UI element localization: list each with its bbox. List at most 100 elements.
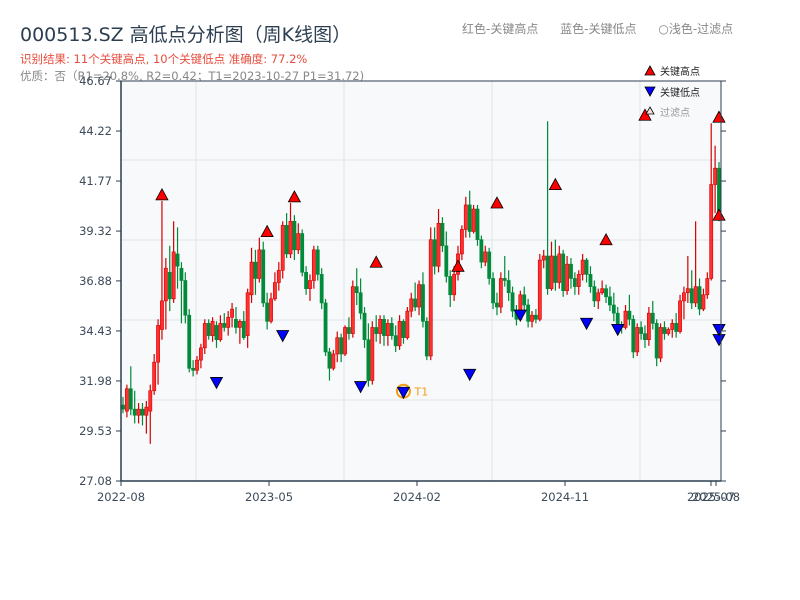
pivot-markers: T1 <box>155 108 726 400</box>
candle-body <box>343 327 347 355</box>
candle-body <box>124 388 129 412</box>
candle-body <box>374 327 379 334</box>
y-tick-label: 44.22 <box>79 124 112 138</box>
candle-body <box>389 323 394 336</box>
candle-body <box>467 204 472 232</box>
legend-low-label: 关键低点 <box>660 86 700 99</box>
candle-body <box>569 263 573 279</box>
candle-body <box>557 253 562 283</box>
candle-body <box>685 288 690 294</box>
candle-body <box>678 300 682 332</box>
candle-body <box>717 167 721 214</box>
candle-body <box>354 286 359 294</box>
candle-body <box>526 304 531 322</box>
y-tick-label: 41.77 <box>79 174 112 188</box>
candle-body <box>666 329 671 334</box>
candle-body <box>444 245 449 277</box>
y-tick-label: 29.53 <box>79 424 112 438</box>
candle-body <box>292 220 297 251</box>
candle-body <box>604 288 608 298</box>
key-low-marker-icon <box>579 317 594 331</box>
candle-body <box>436 223 441 267</box>
result-summary: 识别结果: 11个关键高点, 10个关键低点 准确度: 77.2% <box>20 52 308 66</box>
candle-body <box>463 204 468 230</box>
key-low-marker-icon <box>276 330 290 343</box>
candle-body <box>234 318 238 328</box>
candle-body <box>163 267 168 302</box>
candle-body <box>300 233 305 273</box>
candle-body <box>401 321 406 338</box>
candle-body <box>273 282 277 300</box>
candle-body <box>440 223 445 247</box>
candle-body <box>580 259 585 275</box>
candle-body <box>183 280 188 316</box>
t1-annotation: T1 <box>413 385 428 398</box>
candle-body <box>288 220 293 255</box>
key-high-marker-icon <box>260 224 274 238</box>
candle-body <box>171 251 176 300</box>
candle-body <box>397 321 402 347</box>
candle-body <box>448 276 453 296</box>
candle-body <box>549 255 554 289</box>
candle-body <box>253 261 258 279</box>
candle-body <box>245 292 250 336</box>
candle-body <box>385 323 390 336</box>
candle-body <box>311 249 316 281</box>
candle-body <box>350 286 355 334</box>
candle-body <box>432 239 437 267</box>
candle-body <box>689 288 694 304</box>
quality-summary: 优质：否（R1=20.8%, R2=0.42；T1=2023-10-27 P1=… <box>20 69 365 83</box>
candle-body <box>370 327 375 381</box>
key-low-marker-icon <box>396 386 411 400</box>
candle-body <box>362 312 367 341</box>
key-low-marker-icon <box>611 323 625 337</box>
candle-body <box>296 233 301 251</box>
candle-body <box>144 406 149 416</box>
candle-body <box>284 225 289 255</box>
y-tick-label: 39.32 <box>79 224 112 238</box>
candle-body <box>608 296 612 306</box>
key-low-marker-icon <box>353 381 368 394</box>
y-tick-label: 36.88 <box>79 274 112 288</box>
candle-body <box>206 323 211 336</box>
x-tick-label: 2022-08 <box>97 490 145 504</box>
candle-body <box>576 274 581 287</box>
candle-body <box>592 286 597 302</box>
candle-body <box>202 323 207 349</box>
candle-body <box>136 408 141 416</box>
candle-body <box>572 278 577 287</box>
high-marker-icon <box>644 65 656 76</box>
candle-body <box>693 286 698 304</box>
candle-body <box>218 323 223 341</box>
candle-body <box>417 284 421 308</box>
candle-body <box>498 278 503 308</box>
y-tick-label: 31.98 <box>79 374 112 388</box>
candle-body <box>646 312 651 341</box>
candle-body <box>530 314 534 322</box>
candle-body <box>175 253 180 267</box>
candle-body <box>308 280 312 289</box>
chart-legend: 关键高点 关键低点 过滤点 <box>644 65 700 119</box>
key-high-marker-icon <box>451 259 465 272</box>
candle-body <box>631 318 636 353</box>
candle-body <box>654 323 659 359</box>
candle-body <box>615 312 620 326</box>
candle-body <box>179 267 184 281</box>
candle-body <box>347 327 351 334</box>
candle-body <box>600 288 605 294</box>
candle-body <box>487 251 492 279</box>
y-axis-ticks: 27.08 29.53 31.98 34.43 36.88 39.32 41.77 44.22… <box>79 74 726 488</box>
candle-body <box>187 314 192 369</box>
candle-body <box>195 359 199 371</box>
candle-body <box>471 208 476 232</box>
x-tick-label: 2024-02 <box>393 490 441 504</box>
candle-body <box>121 404 125 410</box>
candle-body <box>460 229 464 255</box>
key-high-marker-icon <box>287 190 302 203</box>
candle-body <box>506 280 511 294</box>
candle-body <box>452 274 457 296</box>
candle-body <box>428 239 433 357</box>
key-high-marker-icon <box>638 108 652 121</box>
candle-body <box>424 321 429 357</box>
